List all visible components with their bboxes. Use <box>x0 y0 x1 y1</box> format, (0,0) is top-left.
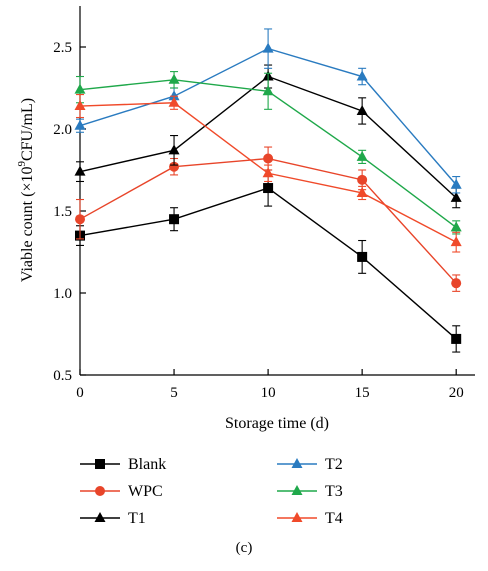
data-point-t3 <box>262 85 274 96</box>
legend-item-t4: T4 <box>277 510 343 527</box>
legend-label-wpc: WPC <box>128 483 163 500</box>
y-axis-title-exponent: 9 <box>16 161 28 167</box>
data-point-t3 <box>74 83 86 94</box>
data-point-t1 <box>450 191 462 202</box>
legend-marker-t4 <box>291 512 303 522</box>
legend-label-t2: T2 <box>325 456 343 473</box>
y-ticks: 0.5 1.0 1.5 2.0 2.5 <box>53 40 86 384</box>
axes <box>79 6 475 376</box>
legend-label-t1: T1 <box>128 510 146 527</box>
series-t3 <box>74 71 462 235</box>
data-point-t1 <box>74 165 86 176</box>
legend-item-wpc: WPC <box>80 483 163 500</box>
legend-item-t1: T1 <box>80 510 146 527</box>
data-point-t2 <box>262 42 274 53</box>
data-point-blank <box>169 214 180 225</box>
x-axis-title: Storage time (d) <box>225 415 329 432</box>
y-axis-title: Viable count (×109CFU/mL) <box>16 98 36 282</box>
data-point-blank <box>451 333 462 344</box>
x-ticks: 0 5 10 15 20 <box>76 369 464 401</box>
x-tick-label: 5 <box>170 385 178 401</box>
data-point-t2 <box>168 90 180 101</box>
data-point-wpc <box>451 278 462 289</box>
data-point-t4 <box>450 236 462 247</box>
data-point-t4 <box>356 186 368 197</box>
legend-marker-t2 <box>291 458 303 468</box>
plot-area <box>74 28 462 353</box>
legend: Blank WPC T1 T2 T3 T4 <box>80 456 343 527</box>
legend-marker-wpc <box>95 486 105 496</box>
legend-marker-t1 <box>94 512 106 522</box>
y-tick-label: 2.0 <box>53 122 72 138</box>
data-point-t4 <box>262 167 274 178</box>
x-tick-label: 15 <box>355 385 370 401</box>
data-point-wpc <box>75 214 85 225</box>
data-point-t3 <box>356 150 368 161</box>
data-point-t3 <box>168 73 180 84</box>
x-tick-label: 10 <box>261 385 276 401</box>
data-point-t3 <box>450 221 462 232</box>
panel-label: (c) <box>236 540 253 556</box>
legend-label-t4: T4 <box>325 510 343 527</box>
data-point-t4 <box>168 96 180 107</box>
data-point-t1 <box>356 104 368 115</box>
legend-label-t3: T3 <box>325 483 343 500</box>
y-axis-title-suffix: CFU/mL) <box>19 98 36 161</box>
series-line-blank <box>79 187 457 340</box>
legend-item-t2: T2 <box>277 456 343 473</box>
y-tick-label: 1.0 <box>53 286 72 302</box>
data-point-t2 <box>356 70 368 81</box>
legend-marker-blank <box>95 459 105 469</box>
y-tick-label: 0.5 <box>53 368 72 384</box>
legend-label-blank: Blank <box>128 456 166 473</box>
y-tick-label: 2.5 <box>53 40 72 56</box>
data-point-t2 <box>450 178 462 189</box>
series-t4 <box>74 94 462 253</box>
x-tick-label: 0 <box>76 385 84 401</box>
legend-item-blank: Blank <box>80 456 166 473</box>
legend-marker-t3 <box>291 485 303 495</box>
data-point-blank <box>357 251 368 262</box>
series-blank <box>75 169 462 353</box>
data-point-wpc <box>263 153 274 164</box>
x-tick-label: 20 <box>449 385 464 401</box>
data-point-t4 <box>74 100 86 111</box>
data-point-blank <box>263 183 274 194</box>
data-point-t2 <box>74 119 86 130</box>
data-point-wpc <box>357 174 368 185</box>
y-tick-label: 1.5 <box>53 204 72 220</box>
series-t2 <box>74 28 462 194</box>
y-axis-title-prefix: Viable count (×10 <box>19 167 36 283</box>
data-point-t1 <box>168 144 180 155</box>
legend-item-t3: T3 <box>277 483 343 500</box>
data-point-wpc <box>169 161 180 172</box>
